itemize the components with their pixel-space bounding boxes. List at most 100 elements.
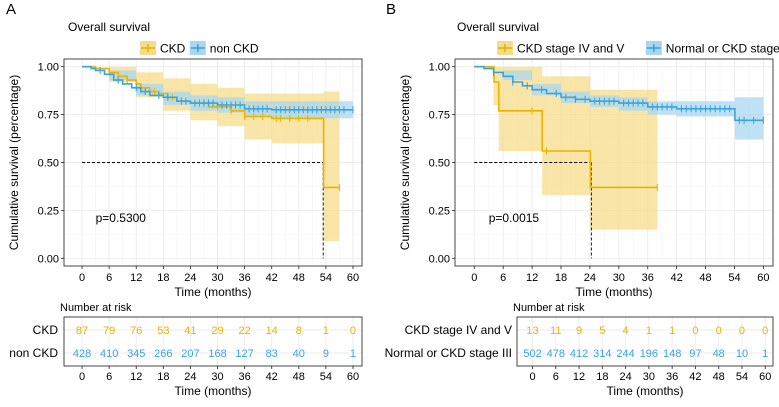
risk-row-label: non CKD	[9, 346, 58, 360]
risk-count: 478	[547, 348, 565, 360]
x-tick-label: 48	[293, 272, 305, 284]
risk-count: 14	[266, 325, 278, 337]
x-tick-label: 54	[320, 272, 332, 284]
risk-count: 22	[238, 325, 250, 337]
risk-count: 244	[616, 348, 634, 360]
risk-count: 0	[739, 325, 745, 337]
x-tick-label: 42	[266, 272, 278, 284]
risk-x-tick-label: 48	[713, 371, 725, 383]
risk-count: 1	[646, 325, 652, 337]
legend-label-1: non CKD	[210, 42, 259, 56]
x-tick-label: 54	[728, 272, 740, 284]
risk-x-tick-label: 12	[130, 371, 142, 383]
x-tick-label: 18	[157, 272, 169, 284]
panel-b: B Overall survival CKD stage IV and V Norma…	[385, 1, 779, 398]
risk-row-label: CKD	[33, 323, 59, 337]
risk-count: 97	[689, 348, 701, 360]
legend-label-0: CKD	[160, 42, 186, 56]
risk-count: 41	[184, 325, 196, 337]
y-tick-label: 0.00	[429, 253, 450, 265]
risk-x-tick-label: 30	[211, 371, 223, 383]
risk-count: 1	[350, 348, 356, 360]
risk-count: 9	[323, 348, 329, 360]
risk-row-label: Normal or CKD stage III	[385, 346, 512, 360]
x-tick-label: 12	[130, 272, 142, 284]
y-tick-label: 0.75	[429, 110, 450, 122]
risk-x-tick-label: 48	[293, 371, 305, 383]
risk-count: 345	[127, 348, 145, 360]
risk-table-title: Number at risk	[60, 302, 132, 314]
risk-x-tick-label: 42	[266, 371, 278, 383]
risk-table-border	[63, 316, 363, 367]
risk-count: 148	[663, 348, 681, 360]
risk-x-tick-label: 6	[106, 371, 112, 383]
panel-letter: A	[6, 1, 16, 18]
risk-count: 87	[76, 325, 88, 337]
x-tick-label: 0	[471, 272, 477, 284]
x-tick-label: 36	[642, 272, 654, 284]
risk-x-tick-label: 18	[596, 371, 608, 383]
y-axis-title: Cumulative survival (percentage)	[7, 75, 21, 250]
risk-x-axis-title: Time (months)	[175, 384, 252, 398]
y-tick-label: 0.50	[429, 158, 450, 170]
risk-count: 410	[100, 348, 118, 360]
risk-table-title: Number at risk	[513, 302, 585, 314]
risk-count: 5	[599, 325, 605, 337]
risk-count: 10	[736, 348, 748, 360]
risk-x-tick-label: 18	[157, 371, 169, 383]
p-value: p=0.0015	[489, 211, 540, 225]
risk-count: 76	[130, 325, 142, 337]
confidence-band-0	[474, 66, 658, 230]
risk-x-tick-label: 24	[619, 371, 631, 383]
risk-count: 412	[570, 348, 588, 360]
risk-count: 53	[157, 325, 169, 337]
y-axis-title: Cumulative survival (percentage)	[398, 75, 412, 250]
risk-x-tick-label: 36	[238, 371, 250, 383]
risk-x-tick-label: 12	[573, 371, 585, 383]
risk-x-tick-label: 24	[184, 371, 196, 383]
y-tick-label: 0.25	[38, 205, 59, 217]
y-tick-label: 0.50	[38, 158, 59, 170]
risk-count: 207	[181, 348, 199, 360]
risk-x-tick-label: 54	[320, 371, 332, 383]
x-tick-label: 18	[555, 272, 567, 284]
panel-letter: B	[386, 1, 396, 18]
legend-label-1: Normal or CKD stage III	[666, 42, 779, 56]
risk-x-tick-label: 54	[736, 371, 748, 383]
risk-x-tick-label: 60	[759, 371, 771, 383]
x-tick-label: 48	[699, 272, 711, 284]
risk-count: 1	[669, 325, 675, 337]
risk-count: 0	[692, 325, 698, 337]
risk-count: 0	[762, 325, 768, 337]
risk-x-tick-label: 6	[553, 371, 559, 383]
risk-x-tick-label: 0	[79, 371, 85, 383]
risk-x-tick-label: 60	[347, 371, 359, 383]
y-tick-label: 1.00	[429, 62, 450, 74]
risk-table-background	[517, 317, 773, 366]
risk-count: 1	[323, 325, 329, 337]
x-tick-label: 42	[671, 272, 683, 284]
risk-count: 4	[623, 325, 629, 337]
x-tick-label: 6	[106, 272, 112, 284]
x-tick-label: 30	[613, 272, 625, 284]
x-tick-label: 24	[584, 272, 596, 284]
risk-count: 9	[576, 325, 582, 337]
x-axis-title: Time (months)	[175, 285, 252, 299]
y-tick-label: 0.75	[38, 110, 59, 122]
x-tick-label: 30	[211, 272, 223, 284]
risk-count: 13	[526, 325, 538, 337]
x-tick-label: 60	[757, 272, 769, 284]
risk-x-tick-label: 36	[666, 371, 678, 383]
risk-count: 40	[293, 348, 305, 360]
risk-count: 29	[211, 325, 223, 337]
x-tick-label: 0	[79, 272, 85, 284]
risk-x-tick-label: 30	[643, 371, 655, 383]
risk-x-tick-label: 42	[689, 371, 701, 383]
x-tick-label: 6	[500, 272, 506, 284]
x-tick-label: 12	[526, 272, 538, 284]
risk-table-background	[64, 317, 362, 366]
risk-count: 8	[296, 325, 302, 337]
y-tick-label: 0.00	[38, 253, 59, 265]
